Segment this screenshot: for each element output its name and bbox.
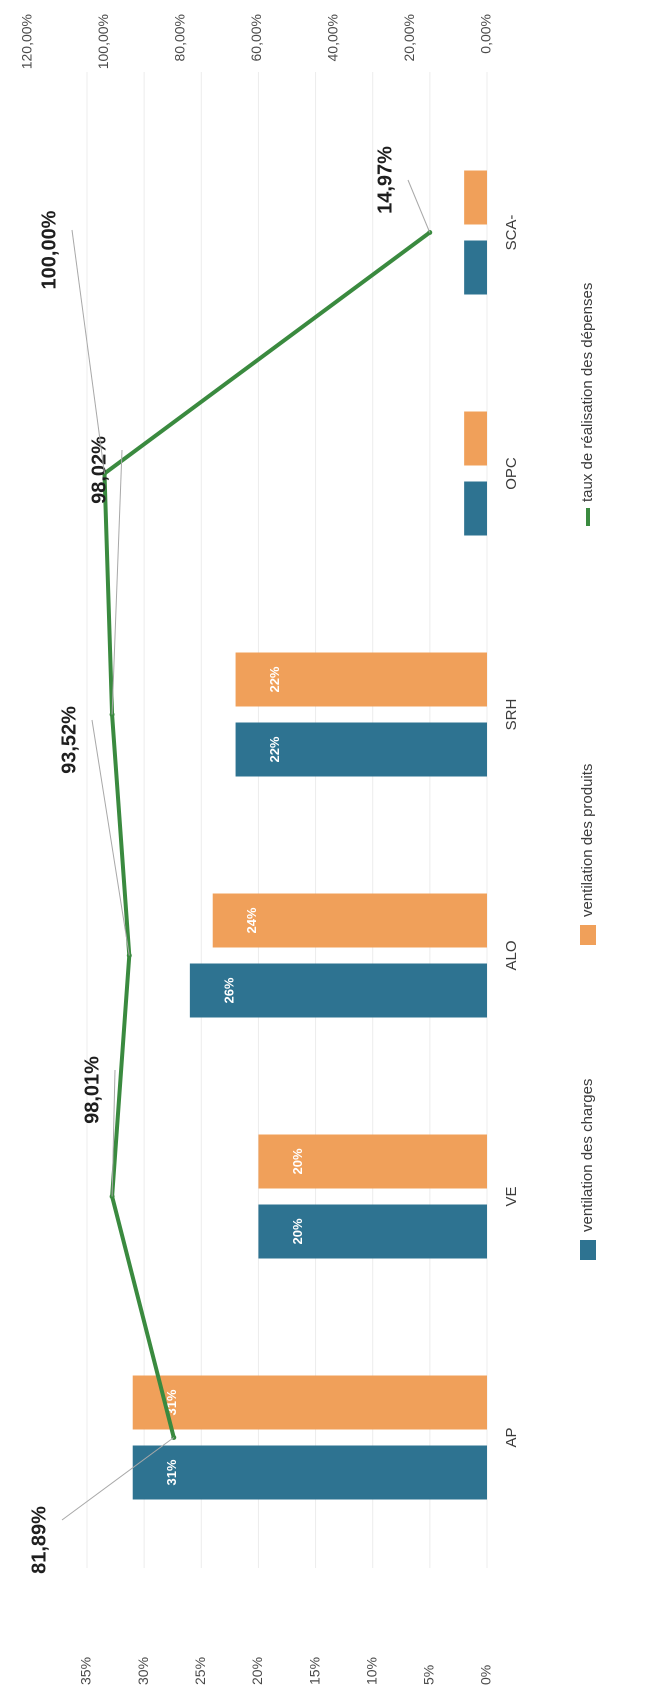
bar-produits-alo xyxy=(212,893,487,948)
secondary-tick-label: 40,00% xyxy=(325,14,341,61)
bar-data-label: 2% xyxy=(496,258,511,277)
legend-swatch-bar xyxy=(580,1240,596,1260)
line-taux-realisation xyxy=(102,230,431,1438)
bar-charges-ve xyxy=(258,1204,487,1259)
primary-tick-label: 5% xyxy=(421,1665,437,1685)
leader-line xyxy=(71,229,105,474)
gridlines xyxy=(86,72,488,1568)
bar-data-label: 2% xyxy=(496,188,511,207)
legend: ventilation des charges ventilation des p… xyxy=(579,283,596,1260)
line-data-label: 98,01% xyxy=(81,1056,103,1124)
secondary-axis-ticks: 0,00% 20,00% 40,00% 60,00% 80,00% 100,00% 120,… xyxy=(19,14,494,69)
legend-label: ventilation des produits xyxy=(579,764,596,917)
bar-data-label: 20% xyxy=(290,1218,305,1244)
bar-produits-ap xyxy=(132,1375,487,1430)
primary-tick-label: 0% xyxy=(478,1665,494,1685)
legend-label: taux de réalisation des dépenses xyxy=(579,283,596,502)
leader-line xyxy=(111,449,123,715)
primary-tick-label: 15% xyxy=(306,1657,322,1685)
bar-data-label: 24% xyxy=(244,907,259,933)
line-data-label: 100,00% xyxy=(38,210,60,289)
bar-charges-srh xyxy=(235,722,487,777)
legend-label: ventilation des charges xyxy=(579,1079,596,1232)
primary-tick-label: 10% xyxy=(363,1657,379,1685)
line-data-label: 93,52% xyxy=(58,706,80,774)
secondary-tick-label: 60,00% xyxy=(248,14,264,61)
secondary-tick-label: 20,00% xyxy=(401,14,417,61)
bar-charges-alo xyxy=(189,963,487,1018)
category-label: ALO xyxy=(503,940,520,970)
bar-charges-ap xyxy=(132,1445,487,1500)
secondary-tick-label: 80,00% xyxy=(172,14,188,61)
bar-produits-ve xyxy=(258,1134,487,1189)
secondary-tick-label: 0,00% xyxy=(478,14,494,54)
bar-data-label: 20% xyxy=(290,1148,305,1174)
line-data-labels: 81,89% 98,01% 93,52% 98,02% 100,00% 14,97% xyxy=(28,146,431,1574)
primary-tick-label: 25% xyxy=(192,1657,208,1685)
bar-produits-srh xyxy=(235,652,487,707)
bar-data-label: 22% xyxy=(267,666,282,692)
leader-line xyxy=(91,719,130,956)
secondary-tick-label: 100,00% xyxy=(95,14,111,69)
bar-produits-opc xyxy=(464,411,487,466)
leader-line xyxy=(111,1069,116,1197)
primary-tick-label: 35% xyxy=(78,1657,94,1685)
bar-data-label: 26% xyxy=(221,977,236,1003)
bar-charges-opc xyxy=(464,481,487,536)
primary-tick-label: 30% xyxy=(135,1657,151,1685)
primary-tick-label: 20% xyxy=(249,1657,265,1685)
bar-data-label: 31% xyxy=(164,1459,179,1485)
secondary-tick-label: 120,00% xyxy=(19,14,35,69)
leader-line xyxy=(61,1437,175,1521)
bars: 31%20%26%22%2%31%20%24%22%2% xyxy=(132,170,511,1500)
legend-swatch-bar xyxy=(580,925,596,945)
line-data-label: 14,97% xyxy=(374,146,396,214)
bar-produits-sca xyxy=(464,170,487,225)
bar-charges-sca xyxy=(464,240,487,295)
category-label: SCA- xyxy=(503,215,520,251)
line-data-label: 81,89% xyxy=(28,1506,50,1574)
line-data-label: 98,02% xyxy=(88,436,110,504)
leader-line xyxy=(407,179,431,233)
category-labels: AP VE ALO SRH OPC SCA- xyxy=(503,215,520,1448)
category-label: OPC xyxy=(503,457,520,490)
category-label: VE xyxy=(503,1186,520,1206)
category-label: SRH xyxy=(503,699,520,731)
category-label: AP xyxy=(503,1427,520,1447)
primary-axis-ticks: 0% 5% 10% 15% 20% 25% 30% 35% xyxy=(78,1657,494,1685)
bar-data-label: 22% xyxy=(267,736,282,762)
